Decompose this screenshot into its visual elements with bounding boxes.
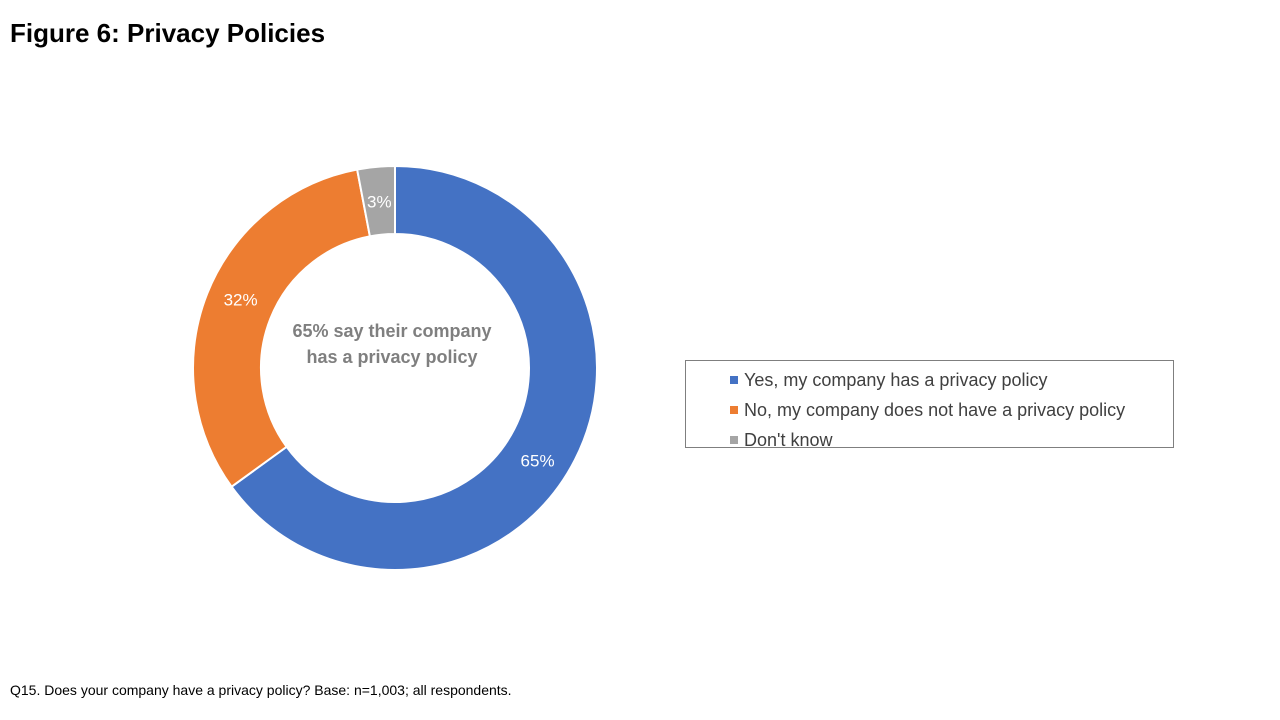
donut-slice-no — [192, 168, 372, 489]
data-label-yes: 65% — [521, 452, 555, 471]
legend-swatch-yes — [730, 376, 738, 384]
legend-item-dont-know: Don't know — [686, 425, 1173, 455]
legend-swatch-no — [730, 406, 738, 414]
donut-slice-yes — [230, 164, 598, 571]
legend-label-yes: Yes, my company has a privacy policy — [744, 369, 1048, 390]
legend-label-no: No, my company does not have a privacy p… — [744, 399, 1126, 420]
legend-item-yes: Yes, my company has a privacy policy — [686, 365, 1173, 395]
data-label-no: 32% — [224, 290, 258, 309]
center-annotation: 65% say their company has a privacy poli… — [292, 321, 492, 367]
legend-item-no: No, my company does not have a privacy p… — [686, 395, 1173, 425]
chart-title: Figure 6: Privacy Policies — [10, 18, 326, 48]
data-label-dont-know: 3% — [367, 193, 392, 212]
legend-swatch-dont-know — [730, 436, 738, 444]
chart-legend: Yes, my company has a privacy policy No,… — [685, 360, 1174, 450]
footnote: Q15. Does your company have a privacy po… — [10, 682, 512, 698]
donut-slice-dont-know — [355, 164, 396, 238]
legend-label-dont-know: Don't know — [744, 429, 833, 450]
